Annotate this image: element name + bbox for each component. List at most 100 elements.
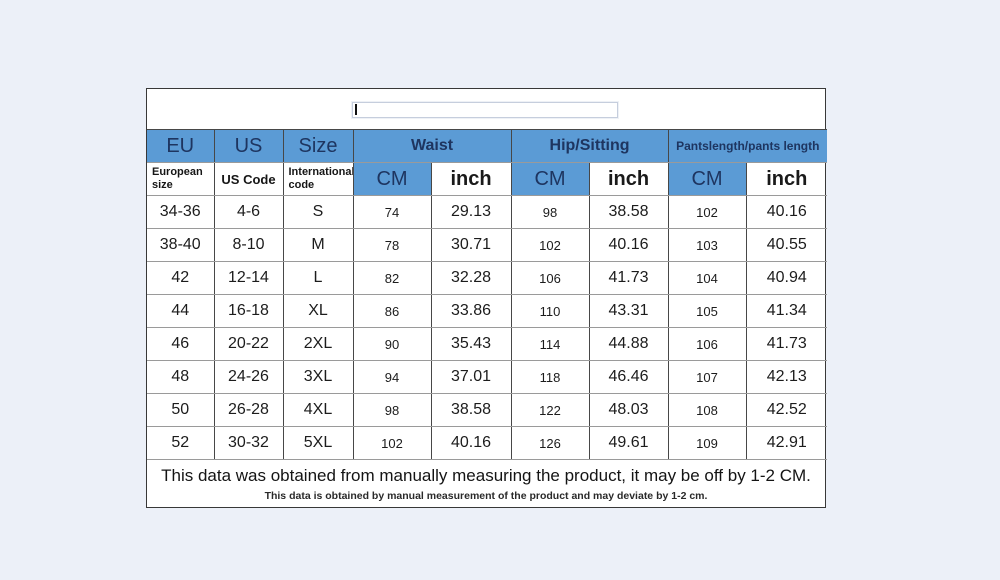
size-row: 38-40 8-10 M 78 30.71 102 40.16 103 40.55 [147, 228, 828, 262]
size-cell: 40.16 [745, 195, 828, 229]
size-cell: 26-28 [213, 393, 284, 427]
size-cell: 41.34 [745, 294, 828, 328]
size-cell: 114 [510, 327, 590, 361]
size-row: 52 30-32 5XL 102 40.16 126 49.61 109 42.91 [147, 426, 828, 460]
size-cell: 102 [667, 195, 747, 229]
header-us: US [213, 129, 284, 163]
size-cell: 30-32 [213, 426, 284, 460]
size-cell: 32.28 [430, 261, 512, 295]
size-cell: 118 [510, 360, 590, 394]
subheader-international-code: International code [282, 162, 354, 196]
size-cell: 40.16 [588, 228, 669, 262]
size-cell: 49.61 [588, 426, 669, 460]
subheader-pants-inch: inch [745, 162, 828, 196]
size-cell: 34-36 [147, 195, 215, 229]
size-cell: L [282, 261, 354, 295]
size-cell: 103 [667, 228, 747, 262]
size-cell: 48.03 [588, 393, 669, 427]
size-cell: 94 [352, 360, 432, 394]
size-cell: 42 [147, 261, 215, 295]
size-cell: 38.58 [430, 393, 512, 427]
size-cell: 43.31 [588, 294, 669, 328]
subheader-waist-cm: CM [352, 162, 432, 196]
table-top-area [147, 89, 825, 129]
size-cell: 2XL [282, 327, 354, 361]
size-cell: 74 [352, 195, 432, 229]
size-cell: 50 [147, 393, 215, 427]
size-cell: 108 [667, 393, 747, 427]
note-english: This data was obtained from manually mea… [161, 465, 811, 485]
header-hip-sitting: Hip/Sitting [510, 129, 669, 163]
subheader-hip-inch: inch [588, 162, 669, 196]
size-cell: 105 [667, 294, 747, 328]
size-cell: XL [282, 294, 354, 328]
size-cell: 102 [510, 228, 590, 262]
notes-area: This data was obtained from manually mea… [147, 460, 825, 507]
size-cell: 33.86 [430, 294, 512, 328]
size-cell: 82 [352, 261, 432, 295]
size-cell: 40.55 [745, 228, 828, 262]
size-row: 48 24-26 3XL 94 37.01 118 46.46 107 42.13 [147, 360, 828, 394]
size-cell: 30.71 [430, 228, 512, 262]
size-cell: 104 [667, 261, 747, 295]
size-cell: 3XL [282, 360, 354, 394]
header-eu: EU [147, 129, 215, 163]
subheader-row: European size US Code International code… [147, 162, 828, 196]
size-cell: 90 [352, 327, 432, 361]
size-cell: 109 [667, 426, 747, 460]
size-cell: 102 [352, 426, 432, 460]
size-cell: 106 [667, 327, 747, 361]
size-cell: 42.13 [745, 360, 828, 394]
size-cell: 12-14 [213, 261, 284, 295]
size-cell: 20-22 [213, 327, 284, 361]
size-cell: 42.91 [745, 426, 828, 460]
size-cell: M [282, 228, 354, 262]
size-row: 46 20-22 2XL 90 35.43 114 44.88 106 41.73 [147, 327, 828, 361]
size-cell: 4-6 [213, 195, 284, 229]
size-cell: 24-26 [213, 360, 284, 394]
size-cell: 98 [510, 195, 590, 229]
header-waist: Waist [352, 129, 512, 163]
size-cell: 4XL [282, 393, 354, 427]
size-cell: 107 [667, 360, 747, 394]
size-cell: 126 [510, 426, 590, 460]
size-cell: 29.13 [430, 195, 512, 229]
size-cell: 44 [147, 294, 215, 328]
size-cell: 5XL [282, 426, 354, 460]
size-row: 44 16-18 XL 86 33.86 110 43.31 105 41.34 [147, 294, 828, 328]
size-cell: 42.52 [745, 393, 828, 427]
size-cell: 48 [147, 360, 215, 394]
size-cell: 44.88 [588, 327, 669, 361]
size-row: 50 26-28 4XL 98 38.58 122 48.03 108 42.52 [147, 393, 828, 427]
size-cell: 110 [510, 294, 590, 328]
size-cell: 106 [510, 261, 590, 295]
size-cell: 16-18 [213, 294, 284, 328]
text-caret [355, 104, 357, 115]
size-cell: 98 [352, 393, 432, 427]
subheader-waist-inch: inch [430, 162, 512, 196]
subheader-pants-cm: CM [667, 162, 747, 196]
size-cell: 78 [352, 228, 432, 262]
subheader-european-size: European size [147, 162, 215, 196]
header-group-row: EU US Size Waist Hip/Sitting Pantslength… [147, 129, 828, 163]
size-cell: 41.73 [745, 327, 828, 361]
size-cell: 38-40 [147, 228, 215, 262]
size-cell: 122 [510, 393, 590, 427]
size-cell: 38.58 [588, 195, 669, 229]
size-cell: 86 [352, 294, 432, 328]
size-cell: 35.43 [430, 327, 512, 361]
size-row: 34-36 4-6 S 74 29.13 98 38.58 102 40.16 [147, 195, 828, 229]
size-cell: 8-10 [213, 228, 284, 262]
header-pants-length: Pantslength/pants length [667, 129, 828, 163]
size-cell: S [282, 195, 354, 229]
size-cell: 37.01 [430, 360, 512, 394]
subheader-us-code: US Code [213, 162, 284, 196]
title-input[interactable] [352, 102, 618, 118]
header-size: Size [282, 129, 354, 163]
size-cell: 41.73 [588, 261, 669, 295]
size-row: 42 12-14 L 82 32.28 106 41.73 104 40.94 [147, 261, 828, 295]
size-cell: 46.46 [588, 360, 669, 394]
size-chart-sheet: EU US Size Waist Hip/Sitting Pantslength… [146, 88, 828, 508]
note-secondary: This data is obtained by manual measurem… [264, 489, 708, 502]
size-cell: 40.16 [430, 426, 512, 460]
